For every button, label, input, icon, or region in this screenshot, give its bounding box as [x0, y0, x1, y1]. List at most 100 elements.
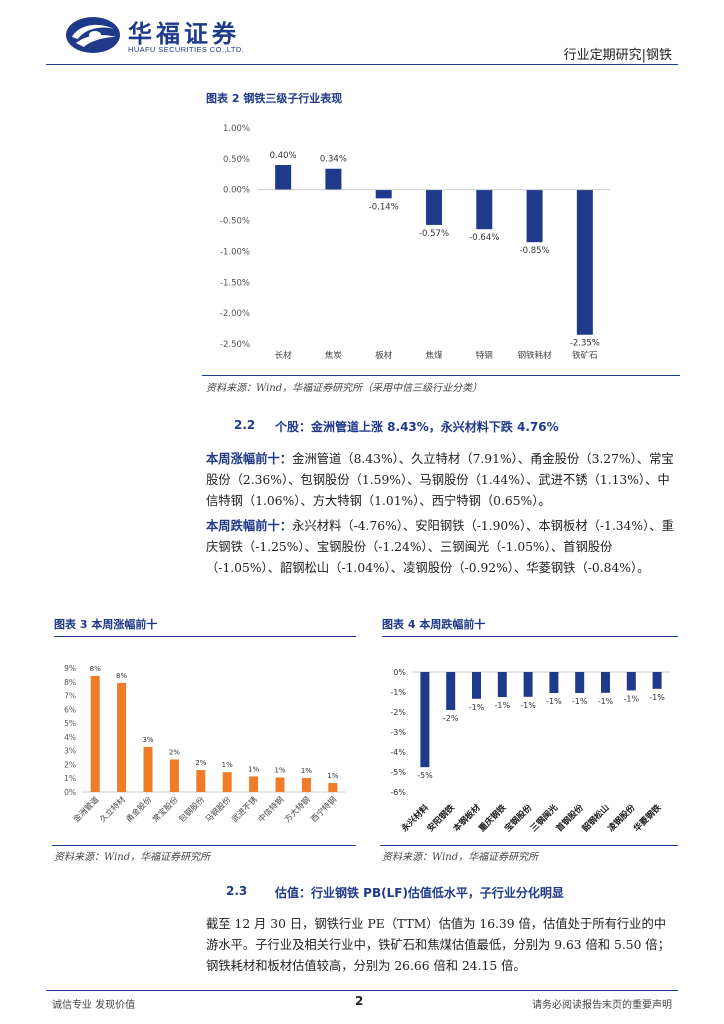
y-tick-label: 6%	[64, 705, 76, 714]
report-type: 行业定期研究|钢铁	[563, 48, 672, 63]
x-tick-label: 焦炭	[325, 350, 343, 361]
data-label: -1%	[546, 697, 562, 706]
data-label: -1%	[649, 693, 665, 702]
bar	[601, 672, 610, 693]
section-2-3-number: 2.3	[226, 884, 248, 898]
huafu-logo-icon	[66, 17, 120, 53]
bar	[196, 770, 206, 792]
header-divider	[46, 64, 678, 65]
section-2-2-number: 2.2	[234, 418, 256, 432]
y-tick-label: 2%	[64, 760, 76, 769]
x-tick-label: 甬金股份	[124, 794, 154, 824]
x-tick-label: 常宝股份	[150, 794, 180, 824]
bar	[222, 772, 232, 792]
x-tick-label: 凌钢股份	[606, 802, 638, 834]
data-label: 1%	[301, 767, 312, 775]
y-tick-label: -2%	[390, 708, 406, 717]
y-tick-label: 8%	[64, 678, 76, 687]
x-tick-label: 本钢板材	[451, 802, 483, 834]
data-label: 1%	[274, 766, 285, 774]
x-tick-label: 永兴材料	[398, 802, 431, 835]
bar	[275, 165, 292, 190]
x-tick-label: 安阳钢铁	[425, 802, 457, 834]
data-label: 8%	[90, 665, 101, 673]
x-tick-label: 方大特钢	[282, 794, 312, 824]
bar	[626, 672, 636, 691]
x-tick-label: 华菱钢铁	[631, 802, 663, 834]
y-tick-label: 1%	[64, 774, 76, 783]
y-tick-label: -5%	[390, 768, 406, 777]
figure2-source: 资料来源：Wind，华福证券研究所（采用中信三级行业分类）	[206, 383, 483, 394]
top-gainers-lead: 本周涨幅前十：	[206, 452, 293, 466]
section-2-2-title: 个股：金洲管道上涨 8.43%，永兴材料下跌 4.76%	[275, 420, 559, 434]
bar	[549, 672, 559, 693]
data-label: 1%	[327, 772, 338, 780]
data-label: -0.85%	[520, 246, 550, 256]
page-number: 2	[355, 994, 364, 1008]
y-tick-label: 1.00%	[223, 124, 250, 134]
figure4-chart: 0% -1% -2% -3% -4% -5% -6% -5% 永兴材料 -2% 安阳钢铁 -1% 本钢板…	[390, 668, 670, 835]
x-tick-label: 韶钢松山	[580, 802, 612, 834]
bar	[275, 777, 285, 792]
x-tick-label: 久立特材	[97, 794, 127, 824]
brand-name-en: HUAFU SECURITIES CO.,LTD.	[128, 45, 245, 54]
bar	[446, 672, 456, 710]
y-tick-label: -1.50%	[220, 278, 250, 288]
data-label: 0.40%	[270, 151, 297, 161]
y-tick-label: 4%	[64, 733, 76, 742]
bar	[472, 672, 481, 699]
y-tick-label: -2.50%	[220, 340, 250, 350]
figure4-title-divider	[382, 636, 678, 637]
data-label: -1%	[624, 694, 640, 703]
top-gainers-text: 金洲管道（8.43%）、久立特材（7.91%）、甬金股份（3.27%）、常宝股份…	[206, 452, 674, 508]
figure3-chart: 9% 8% 7% 6% 5% 4% 3% 2% 1% 0% 8% 金洲管道 8% 久立特材 3% 甬金股份 2%…	[64, 664, 346, 824]
figure3-title-divider	[54, 636, 356, 637]
data-label: -1%	[572, 697, 588, 706]
data-label: -1%	[469, 703, 485, 712]
y-tick-label: 5%	[64, 719, 76, 728]
data-label: 3%	[142, 736, 153, 744]
figure4-source-divider	[380, 845, 678, 846]
y-tick-label: -4%	[390, 748, 406, 757]
data-label: -0.64%	[469, 233, 499, 243]
top-gainers-paragraph: 本周涨幅前十：金洲管道（8.43%）、久立特材（7.91%）、甬金股份（3.27…	[206, 449, 676, 512]
bar	[576, 189, 593, 335]
x-tick-label: 金洲管道	[71, 794, 101, 824]
y-tick-label: -3%	[390, 728, 406, 737]
x-tick-label: 铁矿石	[572, 350, 598, 361]
bar	[117, 683, 127, 792]
y-tick-label: -1%	[390, 688, 406, 697]
data-label: -2%	[443, 714, 459, 723]
y-tick-label: -6%	[390, 788, 406, 797]
x-tick-label: 中信特钢	[256, 794, 286, 824]
x-tick-label: 焦煤	[425, 350, 443, 361]
y-tick-label: 0.00%	[223, 186, 250, 196]
data-label: -5%	[417, 771, 433, 780]
bar	[169, 759, 179, 792]
bar	[249, 776, 259, 792]
data-label: -0.57%	[419, 229, 449, 239]
x-tick-label: 钢铁耗材	[518, 350, 553, 361]
x-tick-label: 板材	[375, 350, 393, 361]
x-tick-label: 重庆钢铁	[477, 802, 509, 834]
data-label: 0.34%	[320, 155, 347, 165]
footer-divider	[46, 990, 678, 991]
top-losers-lead: 本周跌幅前十：	[206, 519, 293, 533]
footer-slogan: 诚信专业 发现价值	[52, 1000, 136, 1011]
figure4-source: 资料来源：Wind，华福证券研究所	[382, 852, 539, 863]
y-tick-label: 9%	[64, 664, 76, 673]
x-tick-label: 武进不锈	[229, 794, 259, 824]
top-losers-paragraph: 本周跌幅前十：永兴材料（-4.76%）、安阳钢铁（-1.90%）、本钢板材（-1…	[206, 516, 676, 579]
bar	[497, 672, 507, 697]
data-label: 8%	[116, 672, 127, 680]
x-tick-label: 特钢	[476, 350, 493, 361]
figure2-title: 图表 2 钢铁三级子行业表现	[206, 92, 343, 105]
bar	[652, 672, 662, 689]
bar	[420, 672, 430, 768]
data-label: 2%	[195, 759, 206, 767]
figure3-source: 资料来源：Wind，华福证券研究所	[54, 852, 211, 863]
x-tick-label: 西宁特钢	[309, 794, 339, 824]
bar	[526, 189, 543, 243]
y-tick-label: -1.00%	[220, 247, 250, 257]
figure2-source-divider	[202, 375, 680, 376]
